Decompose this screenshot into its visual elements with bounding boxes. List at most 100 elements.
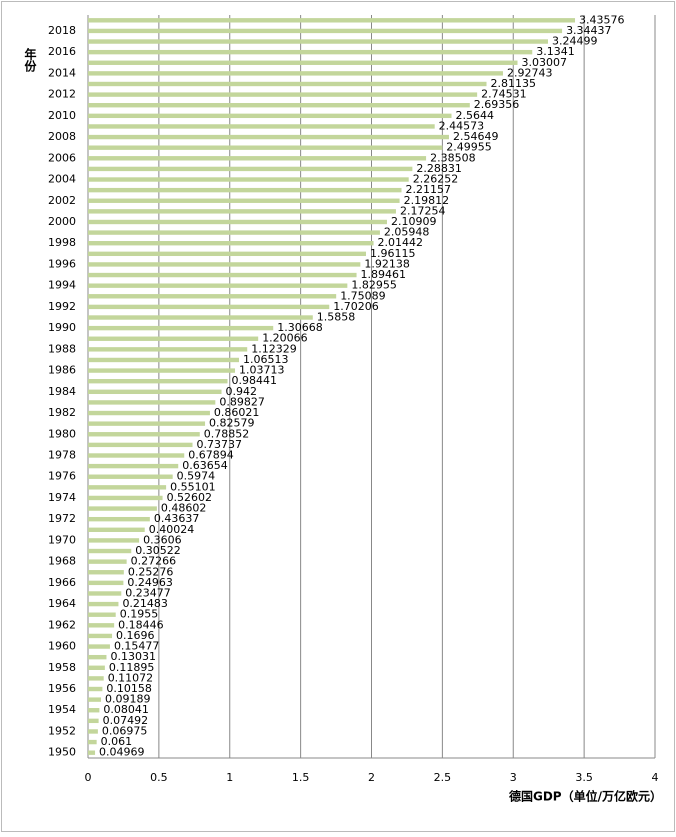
bar bbox=[88, 601, 119, 607]
y-tick-label: 1972 bbox=[48, 512, 76, 525]
bar bbox=[88, 591, 122, 596]
y-tick-label: 1968 bbox=[48, 555, 76, 568]
x-tick-label: 2.5 bbox=[434, 771, 452, 784]
bar bbox=[88, 39, 548, 44]
bar bbox=[88, 432, 200, 437]
bar bbox=[88, 357, 239, 363]
value-label: 2.74531 bbox=[481, 88, 527, 101]
value-label: 3.1341 bbox=[536, 45, 575, 58]
y-tick-label: 2010 bbox=[48, 109, 76, 122]
x-axis-label: 德国GDP（单位/万亿欧元） bbox=[509, 789, 662, 804]
value-label: 0.061 bbox=[101, 735, 133, 748]
bar bbox=[88, 739, 97, 745]
value-label: 0.67894 bbox=[188, 448, 234, 461]
value-label: 0.07492 bbox=[103, 714, 148, 727]
value-label: 0.18446 bbox=[118, 618, 164, 631]
value-label: 0.13031 bbox=[110, 650, 155, 663]
y-tick-label: 1976 bbox=[48, 470, 76, 483]
bar bbox=[88, 676, 104, 681]
y-tick-label: 1992 bbox=[48, 300, 76, 313]
value-label: 0.78852 bbox=[204, 427, 250, 440]
bar bbox=[88, 49, 533, 55]
bar bbox=[88, 442, 193, 448]
bar bbox=[88, 612, 116, 617]
value-label: 0.5974 bbox=[177, 470, 216, 483]
y-tick-label: 1998 bbox=[48, 236, 76, 249]
value-label: 0.52602 bbox=[167, 491, 213, 504]
value-label: 0.89827 bbox=[219, 395, 265, 408]
value-label: 0.1955 bbox=[120, 608, 159, 621]
value-label: 0.63654 bbox=[182, 459, 228, 472]
value-label: 0.73737 bbox=[197, 438, 243, 451]
bar bbox=[88, 485, 167, 490]
bar bbox=[88, 304, 330, 310]
y-tick-label: 1964 bbox=[48, 597, 76, 610]
y-tick-label: 1954 bbox=[48, 703, 76, 716]
value-label: 1.92138 bbox=[364, 257, 410, 270]
y-tick-label: 2000 bbox=[48, 215, 76, 228]
value-label: 0.25276 bbox=[128, 565, 174, 578]
bar bbox=[88, 18, 576, 23]
value-label: 1.06513 bbox=[243, 353, 289, 366]
bar bbox=[88, 60, 518, 65]
y-tick-label: 1956 bbox=[48, 682, 76, 695]
y-tick-label: 2014 bbox=[48, 66, 76, 79]
x-tick-label: 1 bbox=[226, 771, 233, 784]
bar bbox=[88, 241, 374, 246]
bar bbox=[88, 283, 348, 288]
value-label: 0.06975 bbox=[102, 724, 147, 737]
value-label: 2.21157 bbox=[405, 183, 451, 196]
bar bbox=[88, 166, 413, 172]
value-label: 2.17254 bbox=[400, 204, 446, 217]
value-label: 2.44573 bbox=[439, 119, 485, 132]
y-tick-label: 2012 bbox=[48, 88, 76, 101]
value-label: 2.38508 bbox=[430, 151, 476, 164]
value-label: 0.11072 bbox=[108, 671, 153, 684]
value-label: 0.82579 bbox=[209, 417, 255, 430]
y-tick-label: 2006 bbox=[48, 151, 76, 164]
value-label: 2.81135 bbox=[491, 77, 537, 90]
bar bbox=[88, 103, 470, 108]
value-label: 1.30668 bbox=[277, 321, 323, 334]
bar bbox=[88, 230, 380, 235]
bar bbox=[88, 623, 115, 628]
y-tick-label: 1960 bbox=[48, 640, 76, 653]
value-label: 2.19812 bbox=[404, 194, 450, 207]
bar bbox=[88, 198, 400, 203]
value-label: 1.82955 bbox=[351, 279, 397, 292]
value-label: 2.69356 bbox=[474, 98, 520, 111]
y-tick-label: 2004 bbox=[48, 173, 76, 186]
y-tick-label: 1994 bbox=[48, 279, 76, 292]
value-label: 0.09189 bbox=[105, 693, 151, 706]
bar bbox=[88, 124, 435, 129]
value-label: 0.15477 bbox=[114, 640, 160, 653]
bar bbox=[88, 453, 185, 458]
value-label: 0.86021 bbox=[214, 406, 259, 419]
bar bbox=[88, 347, 248, 352]
value-label: 0.55101 bbox=[170, 480, 216, 493]
bar bbox=[88, 570, 124, 575]
bar bbox=[88, 580, 124, 586]
bar bbox=[88, 315, 313, 320]
value-label: 0.24963 bbox=[127, 576, 173, 589]
bar bbox=[88, 686, 103, 692]
value-label: 2.92743 bbox=[507, 66, 553, 79]
bar bbox=[88, 389, 222, 395]
bar bbox=[88, 209, 396, 214]
value-label: 3.34437 bbox=[566, 24, 612, 37]
value-label: 1.70206 bbox=[333, 300, 379, 313]
bar bbox=[88, 113, 452, 119]
y-tick-label: 1996 bbox=[48, 257, 76, 270]
y-tick-label: 1988 bbox=[48, 342, 76, 355]
x-tick-label: 2 bbox=[368, 771, 375, 784]
x-tick-label: 0.5 bbox=[150, 771, 168, 784]
bar bbox=[88, 177, 409, 182]
x-tick-label: 3 bbox=[510, 771, 517, 784]
bar bbox=[88, 474, 173, 479]
y-tick-label: 1962 bbox=[48, 618, 76, 631]
x-tick-label: 3.5 bbox=[575, 771, 593, 784]
bar bbox=[88, 325, 274, 331]
y-tick-label: 1982 bbox=[48, 406, 76, 419]
bar bbox=[88, 421, 206, 426]
